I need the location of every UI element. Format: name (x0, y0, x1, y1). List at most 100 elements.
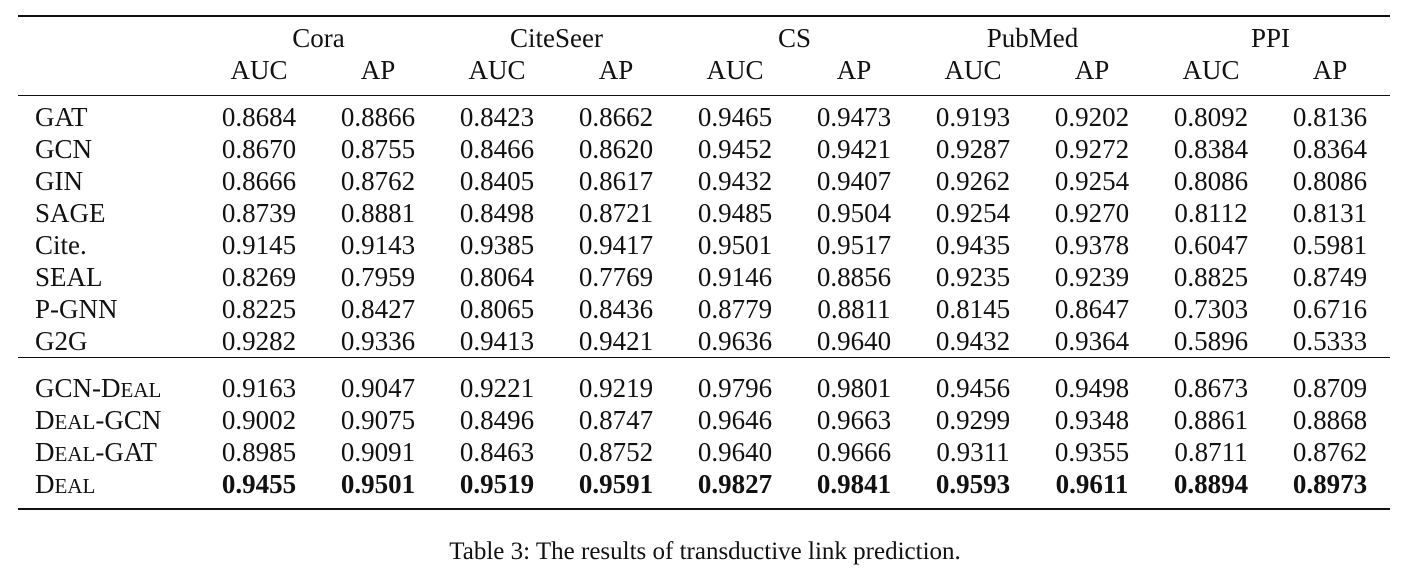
table-cell: 0.8721 (578, 198, 654, 228)
table-cell: 0.9432 (935, 326, 1011, 356)
table-cell: 0.8466 (459, 134, 535, 164)
mid-rule (18, 357, 1390, 358)
table-cell: 0.7959 (340, 262, 416, 292)
table-cell: 0.8711 (1174, 437, 1248, 467)
table-cell: 0.9254 (1054, 166, 1130, 196)
table-cell: 0.9485 (697, 198, 773, 228)
method-name: GAT (35, 102, 88, 132)
table-cell: 0.5333 (1292, 326, 1368, 356)
table-cell: 0.9239 (1054, 262, 1130, 292)
table-cell: 0.9163 (221, 373, 297, 403)
table-cell: 0.8427 (340, 294, 416, 324)
best-cell: 0.9593 (935, 469, 1011, 499)
bottom-rule (18, 508, 1390, 510)
method-name-part: GCN-D (35, 373, 121, 403)
method-name: Cite. (35, 230, 87, 260)
table-cell: 0.8762 (1292, 437, 1368, 467)
table-cell: 0.9646 (697, 405, 773, 435)
best-cell: 0.9841 (816, 469, 892, 499)
method-name-part: -GAT (95, 437, 157, 467)
method-name-part: D (35, 405, 55, 435)
method-name: G2G (35, 326, 88, 356)
method-name-part: EAL (54, 474, 96, 498)
table-cell: 0.8364 (1292, 134, 1368, 164)
table-cell: 0.8866 (340, 102, 416, 132)
best-cell: 0.8973 (1292, 469, 1368, 499)
table-cell: 0.9002 (221, 405, 297, 435)
table-cell: 0.8463 (459, 437, 535, 467)
table-cell: 0.9407 (816, 166, 892, 196)
method-name-part: EAL (54, 410, 96, 434)
table-cell: 0.9452 (697, 134, 773, 164)
table-cell: 0.8065 (459, 294, 535, 324)
method-name: GCN (35, 134, 93, 164)
table-cell: 0.8405 (459, 166, 535, 196)
dataset-header: CiteSeer (510, 23, 603, 53)
metric-header: AUC (1182, 55, 1240, 85)
table-cell: 0.9355 (1054, 437, 1130, 467)
method-name: DEAL (35, 468, 95, 502)
table-cell: 0.9146 (697, 262, 773, 292)
table-cell: 0.9270 (1054, 198, 1130, 228)
top-rule (18, 15, 1390, 17)
table-cell: 0.9385 (459, 230, 535, 260)
table-cell: 0.9193 (935, 102, 1011, 132)
table-cell: 0.8384 (1173, 134, 1249, 164)
table-cell: 0.8755 (340, 134, 416, 164)
table-cell: 0.8752 (578, 437, 654, 467)
table-cell: 0.9299 (935, 405, 1011, 435)
table-cell: 0.5981 (1292, 230, 1368, 260)
method-name: GCN-DEAL (35, 372, 161, 406)
method-name-part: D (35, 469, 55, 499)
method-name-part: EAL (120, 378, 162, 402)
table-cell: 0.9517 (816, 230, 892, 260)
table-cell: 0.8086 (1292, 166, 1368, 196)
metric-header: AP (836, 55, 872, 85)
table-cell: 0.9432 (697, 166, 773, 196)
metric-header: AP (360, 55, 396, 85)
table-cell: 0.9311 (936, 437, 1010, 467)
table-cell: 0.9143 (340, 230, 416, 260)
table-cell: 0.9219 (578, 373, 654, 403)
table-cell: 0.8112 (1174, 198, 1248, 228)
table-cell: 0.8811 (817, 294, 891, 324)
best-cell: 0.9591 (578, 469, 654, 499)
table-cell: 0.8269 (221, 262, 297, 292)
table-cell: 0.9145 (221, 230, 297, 260)
table-cell: 0.7303 (1173, 294, 1249, 324)
table-cell: 0.9473 (816, 102, 892, 132)
table-cell: 0.8684 (221, 102, 297, 132)
table-cell: 0.8620 (578, 134, 654, 164)
metric-header: AUC (468, 55, 526, 85)
table-cell: 0.8662 (578, 102, 654, 132)
dataset-header: PubMed (986, 23, 1079, 53)
method-name: DEAL-GAT (35, 436, 157, 470)
table-cell: 0.8739 (221, 198, 297, 228)
metric-header: AP (1074, 55, 1110, 85)
table-cell: 0.8861 (1173, 405, 1249, 435)
table-cell: 0.9636 (697, 326, 773, 356)
table-cell: 0.8423 (459, 102, 535, 132)
table-cell: 0.9235 (935, 262, 1011, 292)
dataset-header: Cora (292, 23, 345, 53)
method-name-part: -GCN (95, 405, 162, 435)
metric-header: AUC (706, 55, 764, 85)
method-name: SAGE (35, 198, 106, 228)
table-cell: 0.9640 (697, 437, 773, 467)
table-cell: 0.8825 (1173, 262, 1249, 292)
table-cell: 0.9465 (697, 102, 773, 132)
table-cell: 0.7769 (578, 262, 654, 292)
table-cell: 0.9075 (340, 405, 416, 435)
table-cell: 0.9364 (1054, 326, 1130, 356)
table-cell: 0.9421 (578, 326, 654, 356)
table-cell: 0.9796 (697, 373, 773, 403)
table-cell: 0.9287 (935, 134, 1011, 164)
best-cell: 0.9455 (221, 469, 297, 499)
table-cell: 0.8225 (221, 294, 297, 324)
table-cell: 0.9378 (1054, 230, 1130, 260)
table-cell: 0.5896 (1173, 326, 1249, 356)
metric-header: AP (1312, 55, 1348, 85)
table-cell: 0.8498 (459, 198, 535, 228)
table-cell: 0.9348 (1054, 405, 1130, 435)
best-cell: 0.9501 (340, 469, 416, 499)
